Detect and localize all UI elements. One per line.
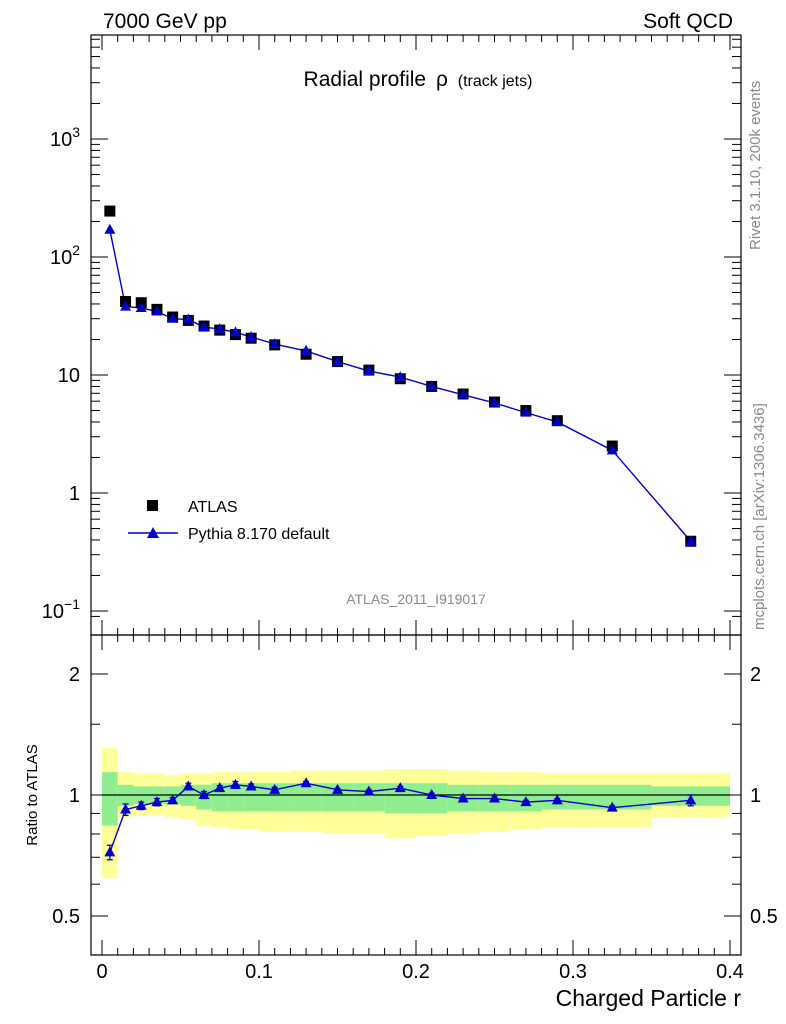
pythia-point	[245, 330, 257, 341]
atlas-point	[104, 205, 116, 217]
pythia-point	[394, 371, 406, 382]
ratio-y-tick-label-left: 0.5	[52, 906, 80, 928]
pythia-point	[104, 223, 116, 234]
legend-atlas-label: ATLAS	[188, 499, 238, 516]
ratio-point	[214, 782, 226, 793]
mcplots-label: mcplots.cern.ch [arXiv:1306.3436]	[751, 403, 768, 630]
ratio-point	[551, 794, 563, 805]
pythia-point	[167, 312, 179, 323]
x-tick-label: 0.4	[716, 961, 744, 983]
ratio-point	[520, 796, 532, 807]
band-inner	[290, 783, 322, 812]
analysis-watermark: ATLAS_2011_I919017	[346, 591, 486, 607]
ratio-point	[120, 803, 132, 814]
pythia-point	[135, 301, 147, 312]
pythia-point	[300, 344, 312, 355]
ratio-line	[109, 782, 691, 853]
axis-ticks	[91, 35, 741, 956]
y-tick-label-base: 1	[69, 483, 80, 505]
uncertainty-bands	[102, 747, 730, 879]
pythia-point	[214, 323, 226, 334]
legend-atlas-marker	[147, 500, 158, 511]
ratio-point	[457, 792, 469, 803]
ratio-point	[363, 785, 375, 796]
y-tick-label-base: 10	[42, 601, 64, 623]
header-left: 7000 GeV pp	[103, 10, 227, 33]
legend: ATLAS Pythia 8.170 default	[128, 499, 330, 543]
y-tick-label-exponent: 3	[72, 124, 80, 140]
pythia-point	[332, 355, 343, 366]
ratio-point	[198, 789, 210, 799]
ratio-y-tick-label-left: 2	[69, 664, 80, 686]
pythia-line	[109, 229, 692, 542]
x-axis-title: Charged Particle r	[556, 985, 742, 1011]
ratio-point	[167, 794, 179, 805]
y-tick-label: 10	[58, 365, 80, 387]
ratio-point	[489, 792, 500, 803]
ratio-point	[245, 780, 257, 791]
ratio-point	[151, 796, 163, 807]
chart-title-sub: (track jets)	[458, 73, 533, 90]
pythia-point	[426, 380, 438, 391]
pythia-point	[685, 535, 697, 546]
legend-pythia-label: Pythia 8.170 default	[188, 526, 330, 543]
ratio-point	[269, 783, 281, 794]
pythia-point	[229, 326, 241, 337]
pythia-point	[551, 415, 563, 426]
ratio-point	[426, 789, 438, 799]
y-tick-label-base: 10	[58, 365, 80, 387]
y-tick-label: 102	[50, 242, 80, 269]
pythia-point	[363, 365, 375, 376]
y-tick-label-exponent: −1	[64, 596, 80, 612]
ratio-point	[182, 780, 194, 791]
ratio-y-tick-label-right: 2	[750, 664, 761, 686]
y-tick-label: 10−1	[42, 596, 80, 623]
pythia-point	[489, 396, 500, 407]
ratio-y-tick-label-right: 1	[750, 785, 761, 807]
x-tick-label: 0.1	[245, 961, 273, 983]
ratio-point	[685, 794, 697, 805]
y-tick-label-base: 10	[50, 129, 72, 151]
y-tick-label-base: 10	[50, 247, 72, 269]
pythia-point	[198, 321, 210, 332]
header-right: Soft QCD	[643, 10, 733, 33]
ratio-point	[394, 782, 406, 793]
y-tick-label: 1	[69, 483, 80, 505]
ratio-point	[135, 799, 147, 810]
x-tick-label: 0.3	[559, 961, 587, 983]
ratio-point	[229, 778, 241, 789]
pythia-point	[151, 305, 163, 316]
data-markers	[104, 205, 697, 857]
band-inner	[102, 772, 118, 826]
ratio-point	[300, 777, 312, 788]
chart-title-main: Radial profile	[304, 68, 427, 91]
ratio-point	[104, 846, 116, 857]
ratio-point	[606, 801, 618, 812]
x-tick-label: 0	[96, 961, 107, 983]
chart-title-rho: ρ	[436, 68, 448, 91]
series-lines	[109, 229, 692, 853]
chart-title: Radial profile ρ (track jets)	[304, 68, 533, 91]
pythia-point	[520, 406, 532, 417]
rivet-label: Rivet 3.1.10, 200k events	[747, 81, 764, 250]
ratio-point	[332, 783, 343, 794]
legend-pythia-marker	[147, 527, 159, 538]
pythia-point	[269, 338, 281, 349]
band-inner	[227, 783, 244, 812]
pythia-point	[182, 313, 194, 324]
pythia-point	[606, 444, 618, 455]
pythia-point	[120, 300, 132, 311]
ratio-y-axis-title: Ratio to ATLAS	[24, 744, 41, 845]
y-tick-label-exponent: 2	[72, 242, 80, 258]
top-panel-frame	[90, 34, 742, 636]
ratio-y-tick-label-left: 1	[69, 785, 80, 807]
ratio-y-tick-label-right: 0.5	[750, 906, 778, 928]
y-tick-label: 103	[50, 124, 80, 151]
pythia-point	[457, 388, 469, 399]
x-tick-label: 0.2	[402, 961, 430, 983]
